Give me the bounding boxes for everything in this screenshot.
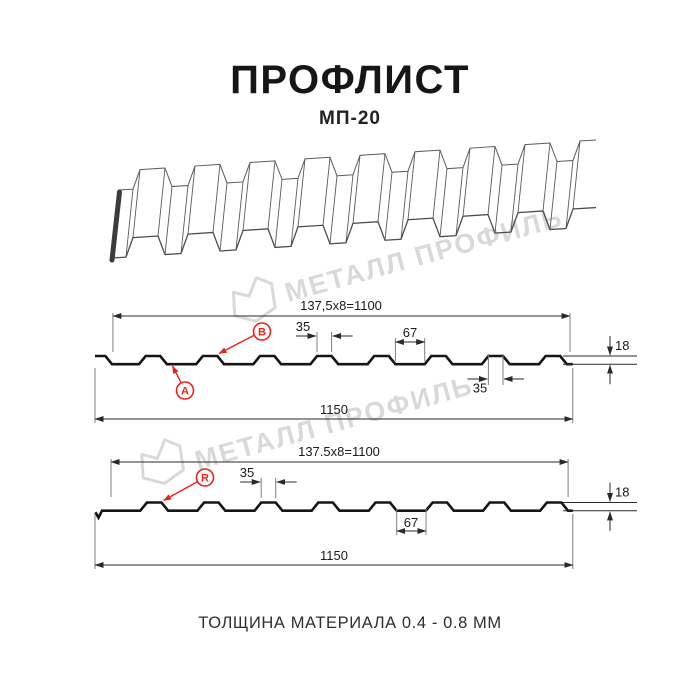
dim-valley-1: 67: [403, 325, 417, 340]
side-r-label: R: [201, 472, 209, 484]
side-r-circle: [195, 468, 215, 487]
sketch-rib-edge: [384, 172, 393, 241]
sketch-rib-edge: [219, 182, 228, 252]
sketch-rib-edge: [132, 169, 141, 238]
dim-rib-top-lower-1: 35: [473, 381, 487, 396]
sketch-rib-edge: [329, 175, 338, 244]
dim-valley-2: 67: [404, 515, 418, 530]
sketch-rib-edge: [565, 160, 574, 229]
sketch-rib-edge: [322, 157, 331, 226]
sheet-cut-edge: [109, 189, 122, 263]
sketch-rib-edge: [297, 158, 306, 227]
side-a-circle: [175, 381, 195, 400]
sketch-rib-edge: [212, 164, 221, 233]
cross-section-2-dimensions: [94, 459, 637, 569]
sketch-rib-edge: [267, 160, 276, 229]
cross-section-2: 137.5x8=1100 35 67 18 1150 R: [94, 444, 637, 569]
sketch-rib-edge: [572, 140, 581, 210]
metall-profil-logo-watermark: [140, 438, 185, 485]
watermark-lower: МЕТАЛЛ ПРОФИЛЬ: [140, 370, 477, 485]
watermark-upper: МЕТАЛЛ ПРОФИЛЬ: [231, 202, 567, 323]
sketch-rib-edge: [432, 150, 441, 219]
sketch-line: [111, 206, 596, 259]
sketch-rib-edge: [598, 139, 605, 207]
watermark-text: МЕТАЛЛ ПРОФИЛЬ: [282, 202, 567, 308]
sketch-rib-edge: [542, 142, 551, 212]
cross-section-1: 137,5x8=1100 35 67 35 18 1150 А В: [94, 298, 637, 423]
sketch-rib-edge: [549, 161, 558, 230]
leader-side-a: [171, 365, 182, 383]
sketch-rib-edge: [407, 151, 416, 220]
leader-side-r: [163, 480, 199, 502]
sketch-rib-edge: [125, 189, 134, 258]
sketch-rib-edge: [400, 171, 409, 240]
sketch-rib-edge: [517, 144, 526, 213]
sketch-rib-edge: [180, 185, 189, 254]
sketch-rib-edge: [605, 158, 612, 226]
dim-rib-top-1: 35: [296, 319, 310, 334]
profile-3d-sketch: [109, 139, 612, 263]
sketch-rib-edge: [510, 164, 519, 233]
dim-total-width-1: 1150: [320, 402, 348, 417]
sketch-rib-edge: [494, 165, 503, 234]
sketch-rib-edge: [157, 167, 166, 237]
dim-height-2: 18: [615, 485, 629, 500]
sketch-rib-edge: [187, 166, 196, 235]
side-b-circle: [252, 322, 272, 341]
sketch-rib-edge: [487, 146, 496, 215]
sketch-rib-edge: [462, 148, 471, 217]
dim-module-span-1: 137,5x8=1100: [300, 298, 382, 313]
sketch-rib-edge: [242, 162, 251, 231]
watermark-text: МЕТАЛЛ ПРОФИЛЬ: [192, 370, 477, 476]
sketch-rib-edge: [345, 174, 354, 243]
metall-profil-logo-watermark: [231, 276, 277, 323]
sketch-rib-edge: [352, 155, 361, 224]
sketch-rib-edge: [439, 168, 448, 237]
dim-total-width-2: 1150: [320, 548, 348, 563]
side-b-label: В: [258, 326, 266, 338]
page-title: ПРОФЛИСТ: [230, 58, 470, 102]
side-a-label: А: [181, 385, 189, 397]
dim-rib-top-2: 35: [240, 465, 254, 480]
sketch-rib-edge: [377, 153, 386, 222]
sketch-rib-edge: [274, 179, 283, 248]
sketch-rib-edge: [164, 186, 173, 255]
sketch-rib-edge: [455, 167, 464, 236]
sketch-rib-edge: [235, 181, 244, 250]
profile-model-subtitle: МП-20: [319, 108, 381, 129]
leader-side-b: [218, 334, 256, 355]
profile-outline-1: [95, 354, 573, 366]
dim-height-1: 18: [615, 338, 629, 353]
cross-section-1-dimensions: [94, 313, 637, 423]
dim-module-span-2: 137.5x8=1100: [298, 444, 380, 459]
sketch-rib-edge: [290, 178, 299, 247]
profile-outline-2: [94, 501, 573, 521]
sketch-line: [118, 139, 596, 191]
material-thickness-caption: ТОЛЩИНА МАТЕРИАЛА 0.4 - 0.8 ММ: [198, 614, 502, 632]
